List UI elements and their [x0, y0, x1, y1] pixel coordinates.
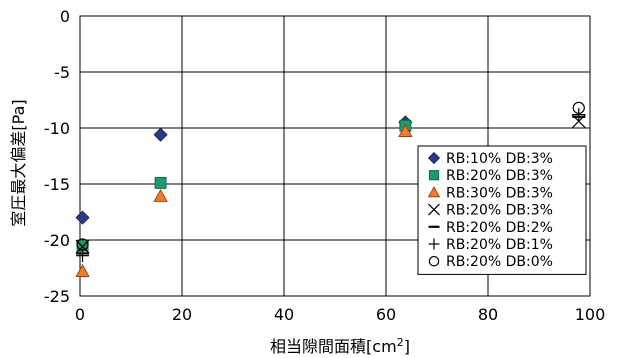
legend-marker-x: [428, 203, 440, 216]
y-tick-label: -5: [54, 63, 70, 82]
y-tick-label: -25: [44, 287, 70, 306]
point-triangle: [153, 188, 168, 202]
legend-marker-triangle: [427, 186, 441, 198]
point-triangle: [75, 264, 90, 277]
point-diamond: [75, 210, 90, 225]
point-plus: [572, 108, 586, 122]
legend-box: [417, 145, 587, 275]
y-tick-labels: 0 -5 -10 -15 -20 -25: [44, 7, 70, 306]
x-axis-label-end: ]: [404, 337, 410, 356]
legend-label: RB:10% DB:3%: [446, 151, 553, 167]
legend-marker-diamond: [427, 151, 441, 165]
x-tick-labels: 0 20 40 60 80 100: [75, 305, 605, 324]
point-circle: [572, 101, 585, 114]
legend-label: RB:20% DB:0%: [446, 254, 553, 270]
x-axis-label: 相当隙間面積[cm2]: [270, 336, 410, 356]
point-diamond: [153, 127, 168, 142]
legend-marker-square: [428, 170, 440, 181]
point-x: [75, 239, 90, 254]
legend-label: RB:20% DB:1%: [446, 237, 553, 253]
x-tick-label: 40: [274, 305, 294, 324]
legend-marker-x-stroke: [428, 203, 440, 216]
legend: RB:10% DB:3%RB:20% DB:3%RB:30% DB:3%RB:2…: [417, 145, 587, 275]
point-circle: [76, 238, 89, 251]
x-axis-label-superscript: 2: [397, 336, 404, 349]
point-triangle: [398, 124, 413, 137]
y-tick-label: 0: [60, 7, 70, 26]
legend-label: RB:30% DB:3%: [446, 185, 553, 201]
y-tick-label: -15: [44, 175, 70, 194]
y-tick-label: -20: [44, 231, 70, 250]
y-tick-label: -10: [44, 119, 70, 138]
x-tick-label: 100: [575, 305, 606, 324]
plot-frame: [79, 15, 591, 297]
x-axis-label-main: 相当隙間面積[cm: [270, 337, 397, 356]
point-plus: [76, 249, 90, 263]
x-tick-label: 80: [478, 305, 498, 324]
point-square: [154, 176, 167, 189]
legend-label: RB:20% DB:3%: [446, 203, 553, 219]
legend-marker-circle: [428, 255, 440, 267]
legend-marker-plus: [428, 238, 440, 250]
point-x-stroke: [75, 239, 90, 254]
legend-label: RB:20% DB:2%: [446, 220, 553, 236]
x-tick-label: 60: [376, 305, 396, 324]
y-axis-label: 室圧最大偏差[Pa]: [9, 99, 28, 226]
legend-label: RB:20% DB:3%: [446, 168, 553, 184]
data-points: [75, 101, 586, 277]
x-tick-label: 0: [75, 305, 85, 324]
x-tick-label: 20: [172, 305, 192, 324]
